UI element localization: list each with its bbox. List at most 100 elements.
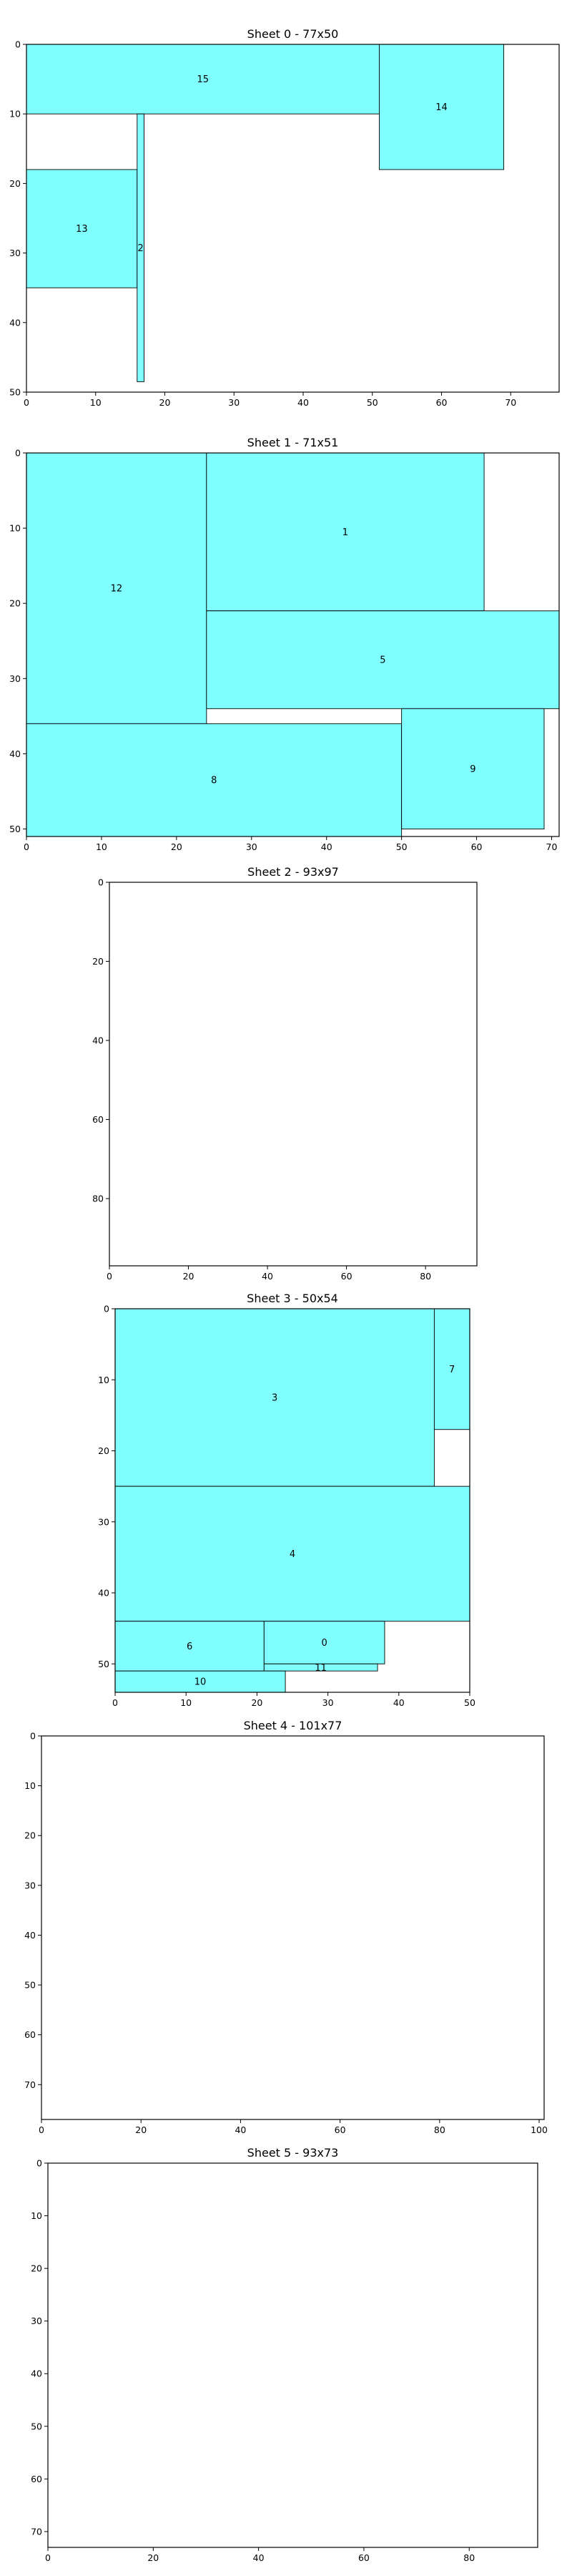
piece-label: 3 xyxy=(272,1393,277,1404)
x-tick-label: 0 xyxy=(39,2124,44,2135)
plot-frame xyxy=(26,452,560,837)
piece-label: 0 xyxy=(321,1638,327,1649)
sheet-3-chart: Sheet 3 - 50x54 3 7 4 6 0 11 10 0 10 20 30 40 50 0 10 20… xyxy=(98,1292,475,1708)
x-tick-label: 40 xyxy=(235,2124,246,2135)
sheet-5-chart: Sheet 5 - 93x73 0 20 40 60 80 0 10 20 30 40 50 60 70 xyxy=(31,2146,538,2563)
y-tick-label: 40 xyxy=(92,1035,104,1046)
x-tick-label: 70 xyxy=(546,841,558,852)
piece-label: 13 xyxy=(76,224,88,235)
plot-frame xyxy=(114,1308,470,1693)
y-tick-label: 20 xyxy=(31,2263,42,2274)
y-tick-label: 0 xyxy=(98,877,104,888)
y-tick-label: 10 xyxy=(31,2210,42,2221)
sheet-1-chart: Sheet 1 - 71x51 12 1 5 8 9 0 10 20 30 40 50 60 70 0 10 2… xyxy=(9,436,560,852)
piece-label: 10 xyxy=(194,1677,207,1688)
y-tick-label: 30 xyxy=(31,2316,42,2326)
y-tick-label: 80 xyxy=(92,1194,104,1204)
sheet-title: Sheet 5 - 93x73 xyxy=(247,2146,339,2160)
x-tick-label: 80 xyxy=(463,2552,475,2563)
y-tick-label: 40 xyxy=(9,748,21,759)
x-tick-label: 50 xyxy=(464,1697,475,1708)
y-tick-label: 20 xyxy=(9,178,21,189)
plot-frame xyxy=(109,882,478,1267)
piece-label: 14 xyxy=(435,102,448,113)
x-tick-label: 60 xyxy=(358,2552,370,2563)
plot-frame xyxy=(41,1735,545,2120)
piece-label: 2 xyxy=(138,243,144,254)
piece-label: 4 xyxy=(290,1549,295,1560)
y-tick-label: 0 xyxy=(30,1731,36,1742)
x-tick-label: 0 xyxy=(45,2552,51,2563)
sheet-title: Sheet 2 - 93x97 xyxy=(247,865,339,879)
piece-rect xyxy=(137,113,144,382)
piece-rect xyxy=(263,1621,385,1664)
y-tick-label: 60 xyxy=(24,2029,36,2040)
x-tick-label: 40 xyxy=(253,2552,265,2563)
piece-rect xyxy=(26,44,380,114)
x-tick-label: 50 xyxy=(396,841,408,852)
y-tick-label: 60 xyxy=(92,1114,104,1125)
y-tick-label: 40 xyxy=(31,2368,42,2379)
y-tick-label: 10 xyxy=(98,1375,109,1385)
piece-rect xyxy=(114,1621,265,1672)
piece-rect xyxy=(378,44,505,170)
sheet-4-chart: Sheet 4 - 101x77 0 20 40 60 80 100 0 10 20 30 40 50 6… xyxy=(24,1719,548,2135)
x-tick-label: 10 xyxy=(90,397,102,408)
y-tick-label: 50 xyxy=(24,1980,36,1991)
x-tick-label: 60 xyxy=(335,2124,346,2135)
sheet-title: Sheet 0 - 77x50 xyxy=(247,27,339,41)
piece-rect xyxy=(26,169,138,288)
y-tick-label: 70 xyxy=(31,2526,42,2537)
piece-rect xyxy=(206,452,485,612)
y-tick-label: 20 xyxy=(98,1445,109,1456)
x-tick-label: 10 xyxy=(96,841,107,852)
plot-frame xyxy=(47,2162,538,2548)
piece-rect xyxy=(26,452,207,724)
x-tick-label: 40 xyxy=(321,841,332,852)
y-tick-label: 30 xyxy=(9,248,21,258)
x-tick-label: 30 xyxy=(228,397,240,408)
piece-label: 6 xyxy=(187,1641,192,1652)
x-tick-label: 20 xyxy=(251,1697,262,1708)
x-tick-label: 30 xyxy=(246,841,257,852)
x-tick-label: 100 xyxy=(531,2124,548,2135)
x-tick-label: 70 xyxy=(505,397,516,408)
x-tick-label: 20 xyxy=(135,2124,147,2135)
x-tick-label: 20 xyxy=(147,2552,159,2563)
y-tick-label: 0 xyxy=(15,448,21,459)
y-tick-label: 50 xyxy=(31,2421,42,2431)
y-tick-label: 10 xyxy=(24,1780,36,1791)
y-tick-label: 40 xyxy=(24,1930,36,1941)
piece-label: 15 xyxy=(197,74,209,85)
piece-rect xyxy=(114,1308,435,1487)
piece-rect xyxy=(433,1308,470,1430)
y-tick-label: 60 xyxy=(31,2474,42,2484)
x-tick-label: 60 xyxy=(341,1271,352,1282)
piece-label: 12 xyxy=(111,584,123,595)
x-tick-label: 60 xyxy=(436,397,448,408)
piece-label: 5 xyxy=(380,655,385,666)
sheet-title: Sheet 4 - 101x77 xyxy=(244,1719,342,1732)
x-tick-label: 80 xyxy=(420,1271,431,1282)
x-tick-label: 40 xyxy=(297,397,309,408)
y-tick-label: 40 xyxy=(9,317,21,328)
y-tick-label: 20 xyxy=(92,956,104,967)
y-tick-label: 10 xyxy=(9,523,21,534)
y-tick-label: 50 xyxy=(98,1659,109,1669)
piece-rect xyxy=(26,723,403,837)
x-tick-label: 0 xyxy=(24,841,29,852)
sheet-title: Sheet 3 - 50x54 xyxy=(247,1292,338,1305)
y-tick-label: 0 xyxy=(36,2158,42,2169)
piece-rect xyxy=(401,708,545,829)
piece-label: 1 xyxy=(342,527,348,538)
x-tick-label: 40 xyxy=(393,1697,405,1708)
sheet-2-chart: Sheet 2 - 93x97 0 20 40 60 80 0 20 40 60 80 xyxy=(92,865,478,1282)
y-tick-label: 50 xyxy=(9,824,21,834)
y-tick-label: 0 xyxy=(15,39,21,50)
x-tick-label: 0 xyxy=(24,397,29,408)
piece-label: 11 xyxy=(315,1663,327,1674)
sheet-title: Sheet 1 - 71x51 xyxy=(247,436,339,449)
x-tick-label: 20 xyxy=(183,1271,194,1282)
x-tick-label: 0 xyxy=(112,1697,118,1708)
